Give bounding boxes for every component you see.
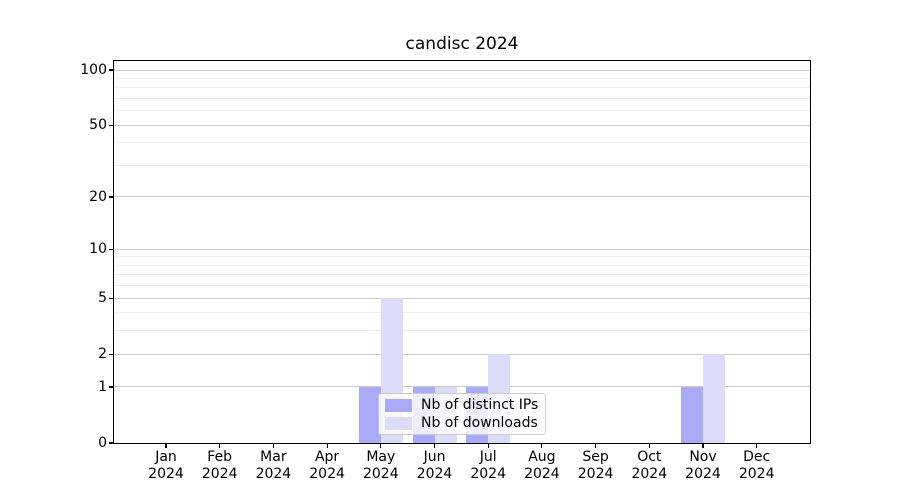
y-axis-tick-mark [109, 196, 113, 198]
legend: Nb of distinct IPs Nb of downloads [378, 393, 547, 435]
legend-entry: Nb of downloads [385, 414, 538, 432]
x-axis-tick-mark [433, 444, 436, 448]
x-axis-tick-mark [380, 444, 382, 448]
x-axis-year: 2024 [309, 465, 345, 482]
gridline-major [114, 297, 810, 299]
x-axis-month: Nov [689, 449, 717, 465]
bar-distinct-ips [358, 386, 381, 443]
gridline-minor [114, 97, 810, 99]
x-axis-tick-mark [702, 444, 704, 448]
gridline-minor [114, 256, 810, 258]
x-axis-tick-mark [219, 444, 221, 448]
x-axis-tick-mark [326, 444, 328, 448]
x-axis-tick-mark [595, 444, 597, 448]
y-axis-tick-mark [109, 353, 113, 355]
x-axis-tick-label: May 2024 [336, 449, 426, 482]
x-axis-month: May [366, 449, 396, 465]
gridline-minor [114, 312, 810, 314]
y-axis-tick-mark [109, 442, 113, 444]
x-axis-month: Oct [637, 449, 662, 465]
gridline-major [114, 386, 810, 388]
x-axis-year: 2024 [255, 465, 292, 482]
y-axis-tick-label: 20 [89, 188, 107, 205]
gridline-major [114, 69, 810, 71]
y-axis-tick-label: 0 [98, 435, 107, 451]
x-axis-month: Feb [207, 449, 233, 465]
x-axis-year: 2024 [148, 465, 184, 482]
x-axis-tick-label: Jan 2024 [121, 449, 211, 482]
x-axis-month: Apr [314, 449, 340, 465]
legend-entry: Nb of distinct IPs [385, 396, 538, 414]
x-axis-tick-label: Jun 2024 [390, 449, 480, 482]
legend-label: Nb of distinct IPs [421, 397, 539, 413]
gridline-major [114, 353, 810, 355]
gridline-major [114, 124, 810, 126]
gridline-minor [114, 142, 810, 144]
chart-title: candisc 2024 [405, 34, 519, 54]
x-axis-tick-label: Dec 2024 [712, 449, 802, 482]
x-axis-year: 2024 [470, 465, 506, 482]
x-axis-month: Sep [582, 449, 609, 465]
y-axis-tick-label: 100 [80, 62, 107, 78]
y-axis-tick-label: 1 [98, 378, 107, 395]
y-axis-tick-mark [109, 297, 113, 299]
x-axis-tick-label: Jul 2024 [443, 449, 533, 482]
gridline-minor [114, 264, 810, 266]
x-axis-month: Mar [260, 449, 287, 465]
x-axis-tick-mark [541, 444, 543, 448]
x-axis-month: Jan [155, 449, 177, 465]
y-axis-tick-mark [109, 69, 113, 71]
x-axis-year: 2024 [524, 465, 560, 482]
x-axis-year: 2024 [685, 465, 721, 482]
x-axis-month: Jul [479, 449, 497, 465]
x-axis-tick-mark [648, 444, 650, 448]
legend-swatch [385, 416, 412, 430]
gridline-minor [114, 285, 810, 287]
bar-distinct-ips [681, 386, 703, 443]
legend-label: Nb of downloads [421, 415, 538, 431]
x-axis-tick-label: Feb 2024 [175, 449, 265, 482]
x-axis-month: Jun [423, 449, 446, 465]
x-axis-year: 2024 [738, 465, 775, 482]
x-axis-tick-label: Apr 2024 [282, 449, 372, 482]
x-axis-tick-mark [756, 444, 758, 448]
gridline-minor [114, 274, 810, 276]
x-axis-tick-mark [272, 444, 274, 448]
y-axis-tick-mark [109, 386, 113, 388]
x-axis-tick-mark [487, 444, 489, 448]
y-axis-tick-label: 2 [98, 346, 107, 363]
y-axis-tick-label: 5 [98, 290, 107, 307]
y-axis-tick-label: 10 [89, 241, 107, 258]
x-axis-year: 2024 [631, 465, 668, 482]
y-axis-tick-mark [109, 124, 113, 126]
x-axis-year: 2024 [416, 465, 453, 482]
x-axis-tick-mark [165, 444, 167, 448]
x-axis-tick-label: Sep 2024 [551, 449, 641, 482]
gridline-minor [114, 87, 810, 89]
x-axis-year: 2024 [577, 465, 614, 482]
y-axis-tick-label: 50 [89, 117, 107, 134]
plot-area [113, 60, 811, 444]
legend-swatch [385, 398, 412, 412]
x-axis-tick-label: Oct 2024 [604, 449, 694, 482]
bar-downloads [703, 354, 725, 443]
gridline-minor [114, 77, 810, 79]
gridline-minor [114, 164, 810, 166]
x-axis-month: Dec [743, 449, 771, 465]
x-axis-year: 2024 [201, 465, 238, 482]
gridline-minor [114, 330, 810, 332]
x-axis-year: 2024 [362, 465, 399, 482]
x-axis-tick-label: Aug 2024 [497, 449, 587, 482]
gridline-major [114, 196, 810, 198]
x-axis-month: Aug [528, 449, 556, 465]
x-axis-tick-label: Nov 2024 [658, 449, 748, 482]
y-axis-tick-mark [109, 248, 113, 250]
gridline-minor [114, 110, 810, 112]
gridline-major [114, 248, 810, 250]
x-axis-tick-label: Mar 2024 [228, 449, 318, 482]
